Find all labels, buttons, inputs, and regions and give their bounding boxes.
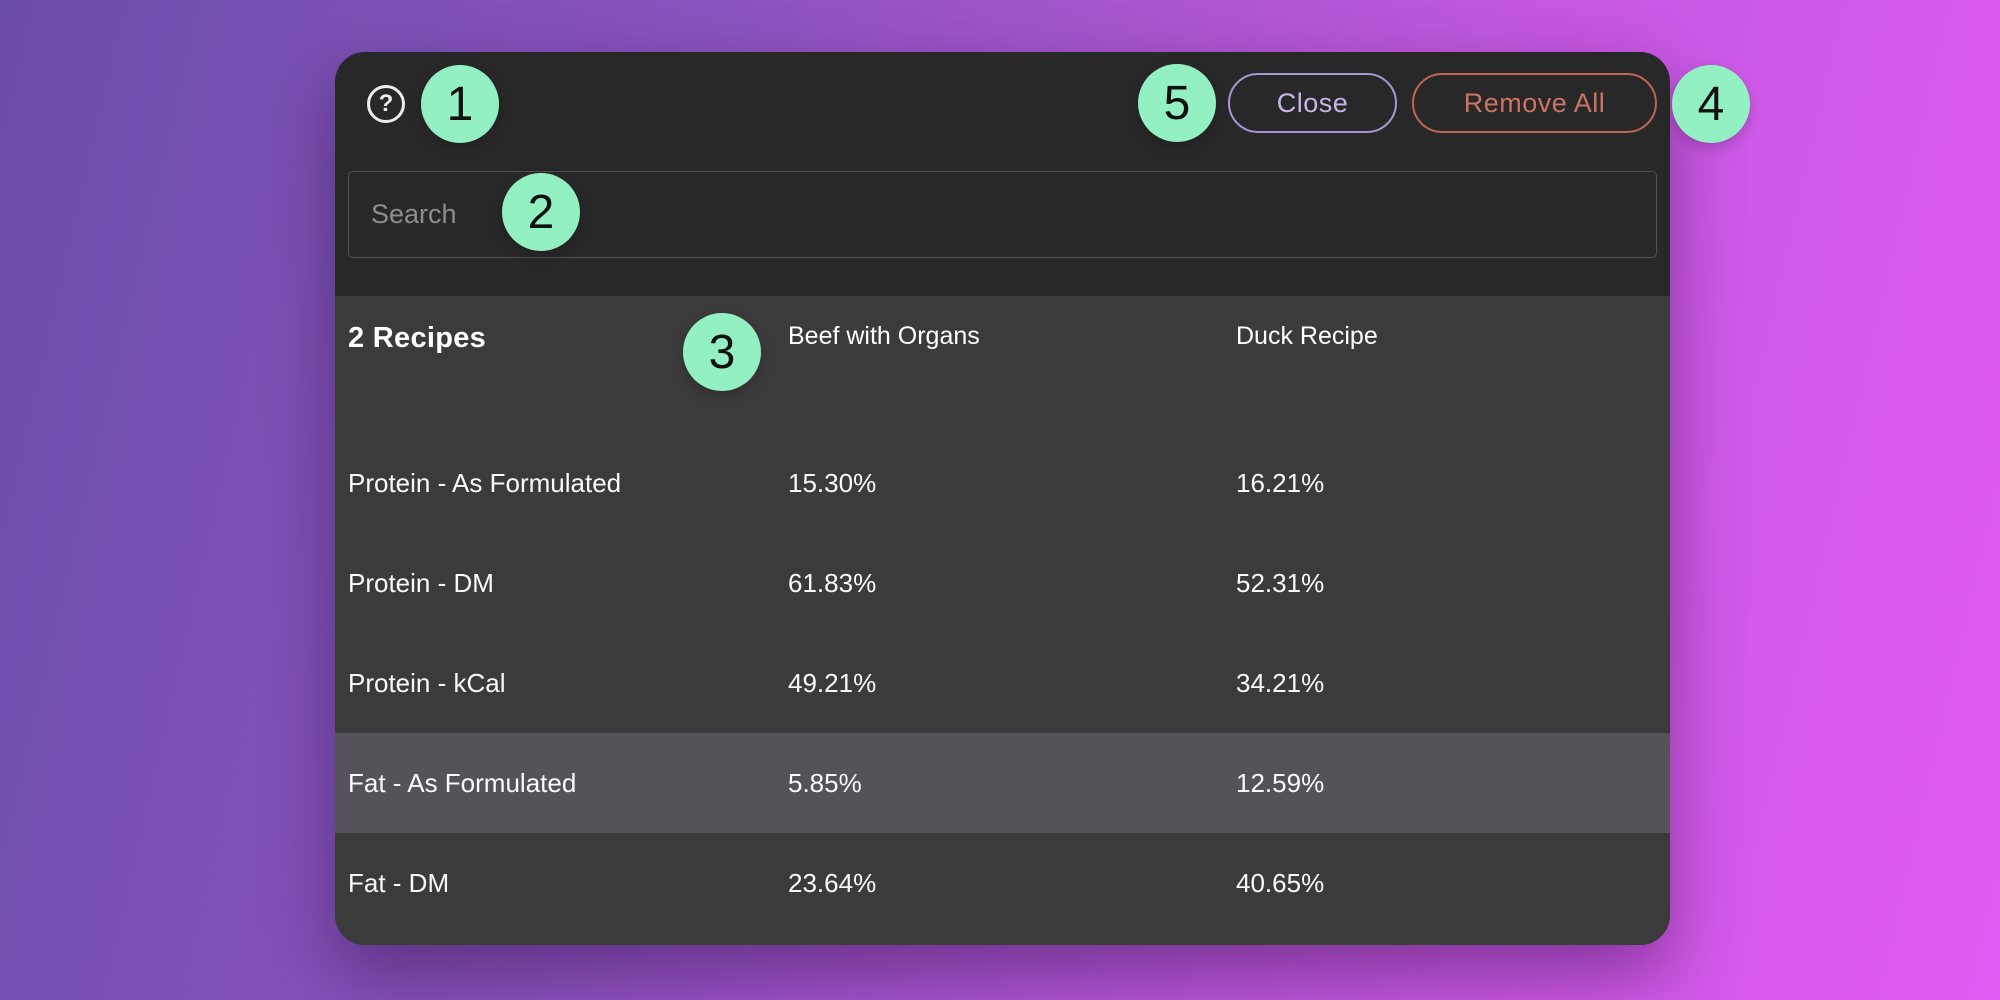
annotation-badge-4: 4 xyxy=(1672,65,1750,143)
nutrient-label: Protein - As Formulated xyxy=(348,467,622,498)
annotation-badge-2: 2 xyxy=(502,173,580,251)
value-beef: 5.85% xyxy=(788,767,862,798)
annotation-badge-5: 5 xyxy=(1138,64,1216,142)
help-icon-glyph: ? xyxy=(378,90,394,117)
value-duck: 16.21% xyxy=(1236,467,1325,498)
value-beef: 61.83% xyxy=(788,567,877,598)
recipe-compare-modal: ? Close Remove All 2 Recipes Beef with O… xyxy=(335,52,1670,945)
value-duck: 52.31% xyxy=(1236,567,1325,598)
value-beef: 15.30% xyxy=(788,467,877,498)
help-icon[interactable]: ? xyxy=(367,85,405,123)
column-header-beef-with-organs[interactable]: Beef with Organs xyxy=(788,322,980,350)
nutrient-label: Protein - kCal xyxy=(348,667,506,698)
value-duck: 40.65% xyxy=(1236,867,1325,898)
table-row-protein-dm[interactable]: Protein - DM 61.83% 52.31% xyxy=(335,533,1670,633)
value-duck: 12.59% xyxy=(1236,767,1325,798)
nutrient-label: Fat - DM xyxy=(348,867,450,898)
close-button[interactable]: Close xyxy=(1228,73,1397,133)
table-row-fat-dm[interactable]: Fat - DM 23.64% 40.65% xyxy=(335,833,1670,933)
remove-all-button[interactable]: Remove All xyxy=(1412,73,1657,133)
value-duck: 34.21% xyxy=(1236,667,1325,698)
annotation-badge-3: 3 xyxy=(683,313,761,391)
nutrient-label: Protein - DM xyxy=(348,567,494,598)
nutrient-label: Fat - As Formulated xyxy=(348,767,577,798)
comparison-table: 2 Recipes Beef with Organs Duck Recipe P… xyxy=(335,296,1670,945)
recipes-count-label: 2 Recipes xyxy=(348,322,487,354)
table-header-row: 2 Recipes Beef with Organs Duck Recipe xyxy=(335,296,1670,433)
value-beef: 23.64% xyxy=(788,867,877,898)
column-header-duck-recipe[interactable]: Duck Recipe xyxy=(1236,322,1378,350)
table-row-fat-as-formulated[interactable]: Fat - As Formulated 5.85% 12.59% xyxy=(335,733,1670,833)
table-row-protein-as-formulated[interactable]: Protein - As Formulated 15.30% 16.21% xyxy=(335,433,1670,533)
modal-header: ? Close Remove All xyxy=(335,52,1670,171)
annotation-badge-1: 1 xyxy=(421,65,499,143)
header-buttons: Close Remove All xyxy=(1228,73,1657,133)
value-beef: 49.21% xyxy=(788,667,877,698)
table-row-protein-kcal[interactable]: Protein - kCal 49.21% 34.21% xyxy=(335,633,1670,733)
